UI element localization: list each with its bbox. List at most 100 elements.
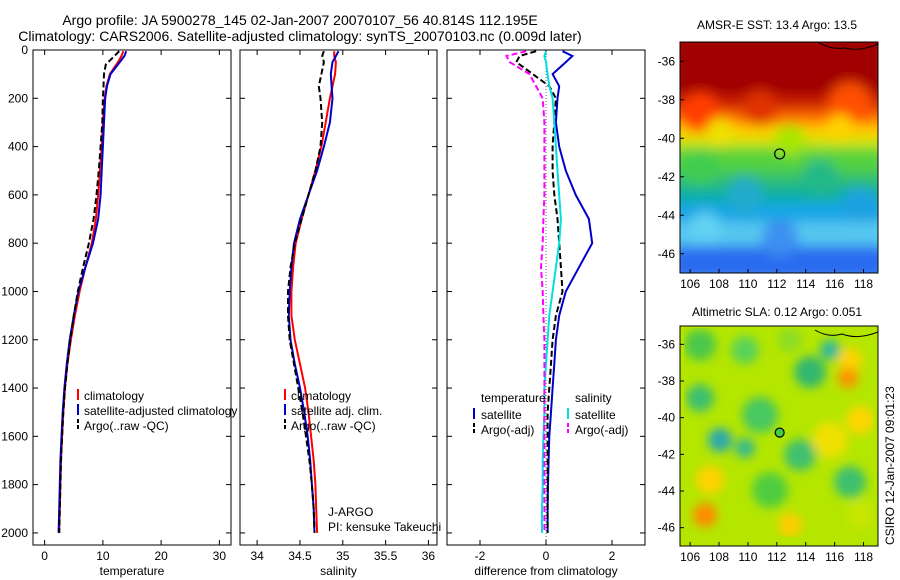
sla-field-blur	[684, 328, 874, 537]
series-line-temperature-argo-adj-	[515, 50, 564, 533]
sst-map-title: AMSR-E SST: 13.4 Argo: 13.5	[696, 18, 858, 32]
y-tick-label: 600	[8, 188, 28, 202]
x-axis-label: difference from climatology	[474, 564, 617, 578]
sla-patch	[846, 501, 874, 529]
sla-patch	[784, 439, 816, 471]
y-tick-label: 1000	[1, 284, 28, 298]
map-x-tick-label: 118	[854, 550, 873, 564]
map-x-tick-label: 116	[825, 550, 844, 564]
map-y-tick-label: -46	[658, 521, 676, 535]
profile-panel-1: 0 10 20 30 temperature 0 200 400 600 800 1000 1200 1…	[1, 43, 237, 578]
sla-patch	[731, 336, 759, 364]
legend-label: satellite-adjusted climatology	[84, 404, 237, 418]
sst-patch	[742, 90, 778, 126]
sla-patch	[696, 466, 724, 494]
annotation-text: PI: kensuke Takeuchi	[328, 520, 441, 534]
sla-patch	[742, 397, 778, 433]
sla-map-title: Altimetric SLA: 0.12 Argo: 0.051	[691, 305, 863, 319]
map-x-tick-label: 114	[796, 277, 815, 291]
sst-field	[680, 42, 878, 273]
map-y-tick-label: -36	[658, 337, 676, 351]
map-y-tick-label: -40	[658, 411, 676, 425]
map-x-tick-label: 106	[680, 277, 700, 291]
map-y-tick-label: -42	[658, 447, 676, 461]
x-tick-label: 36	[422, 549, 436, 563]
series-line-climatology	[290, 51, 337, 533]
map-y-tick-label: -38	[658, 374, 676, 388]
sst-patch	[774, 124, 806, 156]
sla-patch	[838, 368, 858, 388]
sla-patch	[812, 422, 848, 458]
legend-label: satellite adj. clim.	[291, 404, 382, 418]
map-x-tick-label: 116	[825, 277, 844, 291]
y-tick-label: 200	[8, 91, 28, 105]
legend-label: climatology	[291, 389, 351, 403]
sla-patch	[686, 384, 714, 412]
sst-patch	[826, 114, 854, 142]
series-line-argo-raw-qc-	[287, 50, 325, 533]
x-axis-label: temperature	[100, 564, 165, 578]
sst-patch	[842, 187, 878, 223]
sla-patch	[735, 438, 755, 458]
series-line-argo-raw-qc-	[58, 50, 120, 533]
x-tick-label: 34	[250, 549, 264, 563]
x-tick-label: 20	[154, 549, 168, 563]
x-tick-label: 0	[41, 549, 48, 563]
sla-map-axes: 106 108 110 112 114 116 118 -36 -38 -40 -42 -44 -46	[658, 325, 879, 564]
x-tick-label: 35.5	[374, 549, 398, 563]
map-frame	[679, 325, 879, 547]
sst-patch	[802, 160, 838, 196]
legend-label: satellite	[481, 408, 522, 422]
x-tick-label: 10	[96, 549, 110, 563]
sst-patch	[682, 150, 718, 186]
map-y-tick-label: -46	[658, 247, 676, 261]
map-x-tick-label: 108	[709, 550, 729, 564]
float-marker	[774, 427, 785, 438]
sst-patch	[706, 118, 734, 146]
sst-patch	[727, 177, 763, 213]
x-tick-label: 0	[543, 549, 550, 563]
sst-patch	[689, 212, 721, 244]
legend-label: satellite	[575, 408, 616, 422]
legend-label: Argo(-adj)	[575, 423, 628, 437]
sst-map-axes: 106 108 110 112 114 116 118 -36 -38 -40 -42 -44 -46	[658, 41, 879, 291]
coastline	[817, 42, 878, 50]
axes-frame	[239, 49, 438, 546]
sla-patch	[684, 329, 716, 361]
y-tick-label: 1800	[1, 478, 28, 492]
map-y-tick-label: -36	[658, 54, 676, 68]
sst-field-blur	[680, 42, 878, 273]
map-y-tick-label: -40	[658, 131, 676, 145]
map-frame	[679, 41, 879, 274]
sla-patch	[834, 466, 866, 498]
legend-heading: temperature	[481, 391, 546, 405]
legend-heading: salinity	[575, 391, 612, 405]
series-line-temperature-satellite	[546, 50, 594, 533]
series-line-salinity-satellite	[541, 50, 562, 533]
sst-patch	[680, 92, 720, 132]
y-tick-label: 0	[21, 43, 28, 57]
sla-patch	[693, 503, 717, 527]
legend-label: climatology	[84, 389, 144, 403]
map-x-tick-label: 114	[796, 550, 815, 564]
legend-label: Argo(-adj)	[481, 423, 534, 437]
x-axis-label: salinity	[320, 564, 357, 578]
x-tick-label: 2	[609, 549, 616, 563]
y-tick-label: 1400	[1, 381, 28, 395]
axes-frame	[32, 49, 232, 546]
map-y-tick-label: -44	[658, 484, 676, 498]
sla-patch	[752, 472, 788, 508]
sst-patch	[762, 220, 798, 256]
y-tick-label: 800	[8, 236, 28, 250]
legend-label: Argo(..raw -QC)	[84, 419, 169, 433]
x-tick-label: 35	[336, 549, 350, 563]
sla-patch	[778, 513, 802, 537]
x-tick-label: -2	[475, 549, 486, 563]
legend-label: Argo(..raw -QC)	[291, 419, 376, 433]
map-y-tick-label: -42	[658, 170, 676, 184]
y-tick-label: 400	[8, 140, 28, 154]
sla-patch	[820, 340, 840, 360]
profile-panel-2: 34 34.5 35 35.5 36 salinity climatologysatelli…	[239, 49, 441, 578]
